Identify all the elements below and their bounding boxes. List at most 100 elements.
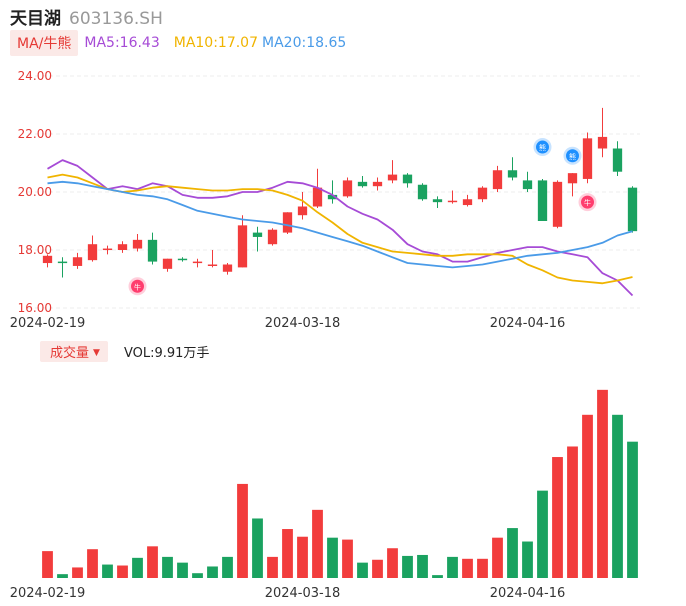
candle-body (597, 136, 608, 149)
candle-body (222, 264, 233, 272)
ma20-label: MA20:18.65 (262, 35, 347, 51)
candle-body (87, 244, 98, 261)
ma-indicator-button[interactable]: MA/牛熊 (10, 30, 79, 56)
candle-body (612, 148, 623, 172)
volume-bar (402, 555, 413, 578)
x-tick-label: 2024-03-18 (265, 586, 341, 601)
caret-down-icon: ▼ (93, 347, 100, 358)
ma-legend: MA/牛熊 MA5:16.43 MA10:17.07 MA20:18.65 (10, 30, 346, 56)
volume-bar (177, 562, 188, 578)
y-tick-label: 20.00 (18, 185, 52, 199)
ma20-line (47, 180, 633, 269)
candle-body (282, 212, 293, 233)
y-tick-label: 22.00 (18, 127, 52, 141)
candle-body (327, 194, 338, 200)
x-tick-label: 2024-04-16 (490, 586, 566, 601)
candle-body (372, 181, 383, 187)
candlestick-series (42, 107, 638, 278)
candle-body (267, 229, 278, 245)
candle-body (132, 239, 143, 249)
candle-body (432, 199, 443, 203)
candle-body (552, 181, 563, 227)
candle-body (627, 187, 638, 232)
volume-bar (552, 457, 563, 578)
candle-body (57, 261, 68, 264)
volume-bar (192, 573, 203, 578)
candle-body (252, 232, 263, 237)
volume-bar (537, 490, 548, 578)
volume-bar (327, 537, 338, 578)
candle-body (447, 200, 458, 203)
candle-body (537, 180, 548, 221)
candle-body (162, 258, 173, 269)
volume-bar (342, 539, 353, 578)
ma10-line (47, 173, 633, 285)
x-tick-label: 2024-03-18 (265, 316, 341, 331)
volume-bar (627, 441, 638, 578)
price-date-axis: 2024-02-19 2024-03-18 2024-04-16 (10, 316, 566, 331)
signal-label: 牛 (134, 282, 141, 291)
volume-bar (522, 541, 533, 578)
signal-label: 熊 (539, 143, 546, 152)
volume-bar (207, 566, 218, 578)
candle-body (297, 206, 308, 216)
volume-bar (162, 556, 173, 578)
ma5-label: MA5:16.43 (84, 35, 160, 51)
stock-code: 603136.SH (69, 9, 163, 29)
volume-value-label: VOL:9.91万手 (123, 345, 210, 361)
volume-bar (237, 483, 248, 578)
bear-signal-icon (566, 149, 579, 163)
candle-body (147, 239, 158, 262)
ma10-label: MA10:17.07 (173, 35, 259, 51)
candle-body (567, 173, 578, 184)
bear-signal-icon (536, 140, 549, 154)
candle-body (192, 261, 203, 264)
candle-body (117, 244, 128, 250)
x-tick-label: 2024-02-19 (10, 316, 86, 331)
volume-bar (477, 558, 488, 578)
candle-body (417, 184, 428, 200)
volume-bar (117, 565, 128, 578)
candle-body (492, 170, 503, 190)
candle-body (402, 174, 413, 184)
volume-bar (267, 556, 278, 578)
candle-body (477, 187, 488, 200)
volume-bar (492, 537, 503, 578)
candle-body (72, 257, 83, 266)
volume-bar (252, 518, 263, 578)
candle-body (342, 180, 353, 197)
volume-bar (357, 562, 368, 578)
volume-bar (147, 546, 158, 578)
ma5-line (47, 159, 634, 297)
candle-body (42, 255, 53, 264)
signal-label: 牛 (584, 198, 591, 207)
volume-bar (282, 529, 293, 578)
volume-bar (462, 558, 473, 578)
volume-bar (132, 557, 143, 578)
x-tick-label: 2024-02-19 (10, 586, 86, 601)
stock-name: 天目湖 (10, 9, 61, 29)
volume-bar (42, 551, 53, 578)
x-tick-label: 2024-04-16 (490, 316, 566, 331)
candle-body (312, 187, 323, 207)
candle-body (102, 248, 113, 251)
volume-bar (72, 567, 83, 578)
volume-bar (447, 556, 458, 578)
volume-bar (612, 414, 623, 578)
candle-body (522, 180, 533, 190)
volume-bar (222, 556, 233, 578)
candle-body (357, 181, 368, 187)
volume-bar (597, 389, 608, 578)
y-tick-label: 18.00 (18, 243, 52, 257)
volume-bar (57, 574, 68, 578)
volume-indicator-button[interactable]: 成交量 ▼ (40, 340, 108, 362)
volume-date-axis: 2024-02-19 2024-03-18 2024-04-16 (10, 586, 566, 601)
volume-bar (432, 575, 443, 578)
volume-bar (312, 509, 323, 578)
price-axis-labels: 24.00 22.00 20.00 18.00 16.00 (18, 69, 52, 315)
y-tick-label: 24.00 (18, 69, 52, 83)
bull-signal-icon (581, 195, 594, 209)
bull-signal-icon (131, 279, 144, 293)
